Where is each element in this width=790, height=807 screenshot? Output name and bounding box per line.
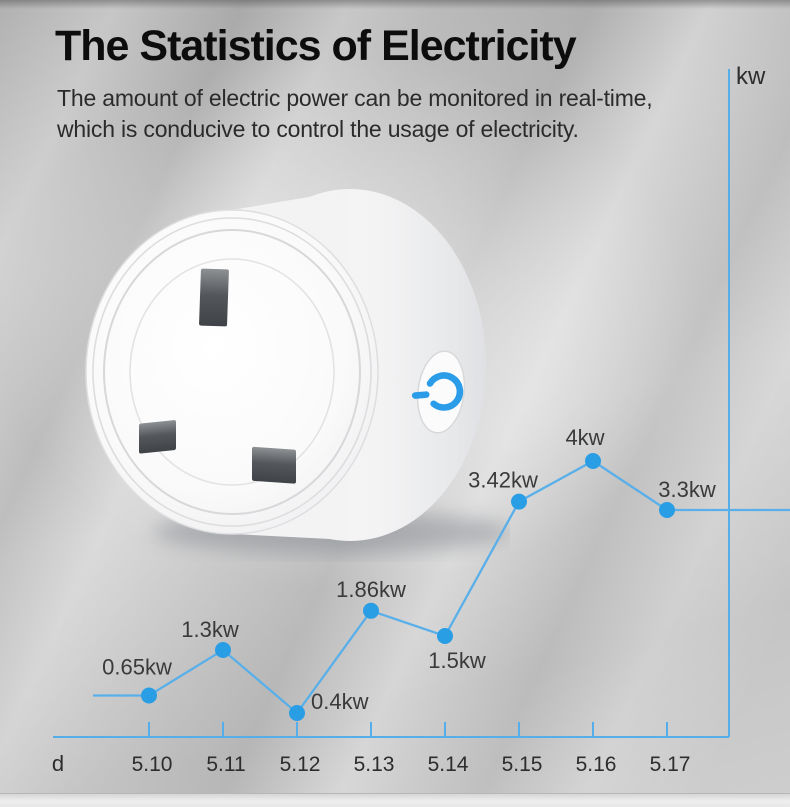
chart-point [437,628,453,644]
face-ring-inner [129,258,335,486]
subtitle-line-1: The amount of electric power can be moni… [57,85,653,111]
point-label: 1.3kw [181,617,239,642]
chart-point [363,602,379,619]
chart-point [659,502,675,518]
plug-front-face [85,209,379,535]
smart-plug-image [85,189,510,553]
point-label: 3.3kw [658,477,716,502]
face-ring-outer [92,217,372,527]
point-label: 3.42kw [468,468,538,493]
tick-label: 5.10 [132,753,173,776]
chart-point [289,705,305,721]
tick-label: 5.14 [428,753,469,776]
x-axis-label: d [52,751,64,776]
chart-point [215,642,231,658]
point-label: 0.65kw [102,655,172,680]
chart-point [511,493,527,510]
page-subtitle: The amount of electric power can be moni… [57,83,653,145]
tick-label: 5.12 [280,753,321,776]
chart-point [585,453,601,469]
bottom-strip [0,793,790,807]
tick-label: 5.11 [206,753,245,776]
point-label: 0.4kw [311,689,369,714]
page-title: The Statistics of Electricity [55,22,577,70]
tick-label: 5.15 [502,753,543,776]
point-label: 1.86kw [336,577,406,602]
tick-label: 5.16 [576,753,617,776]
chart-line [93,459,790,715]
face-ring-middle [103,229,361,515]
tick-label: 5.17 [650,753,691,776]
power-button [411,350,466,434]
socket-earth-slot [199,268,229,327]
socket-neutral-slot [252,446,296,484]
power-icon [411,372,464,411]
point-label: 4kw [565,425,604,450]
header: The Statistics of Electricity The amount… [55,22,653,145]
tick-label: 5.13 [354,753,395,776]
subtitle-line-2: which is conducive to control the usage … [57,116,579,142]
socket-live-slot [139,420,176,454]
point-label: 1.5kw [428,648,486,673]
y-axis-label: kw [736,63,766,90]
chart-point [141,687,157,704]
socket-holes [139,268,296,484]
